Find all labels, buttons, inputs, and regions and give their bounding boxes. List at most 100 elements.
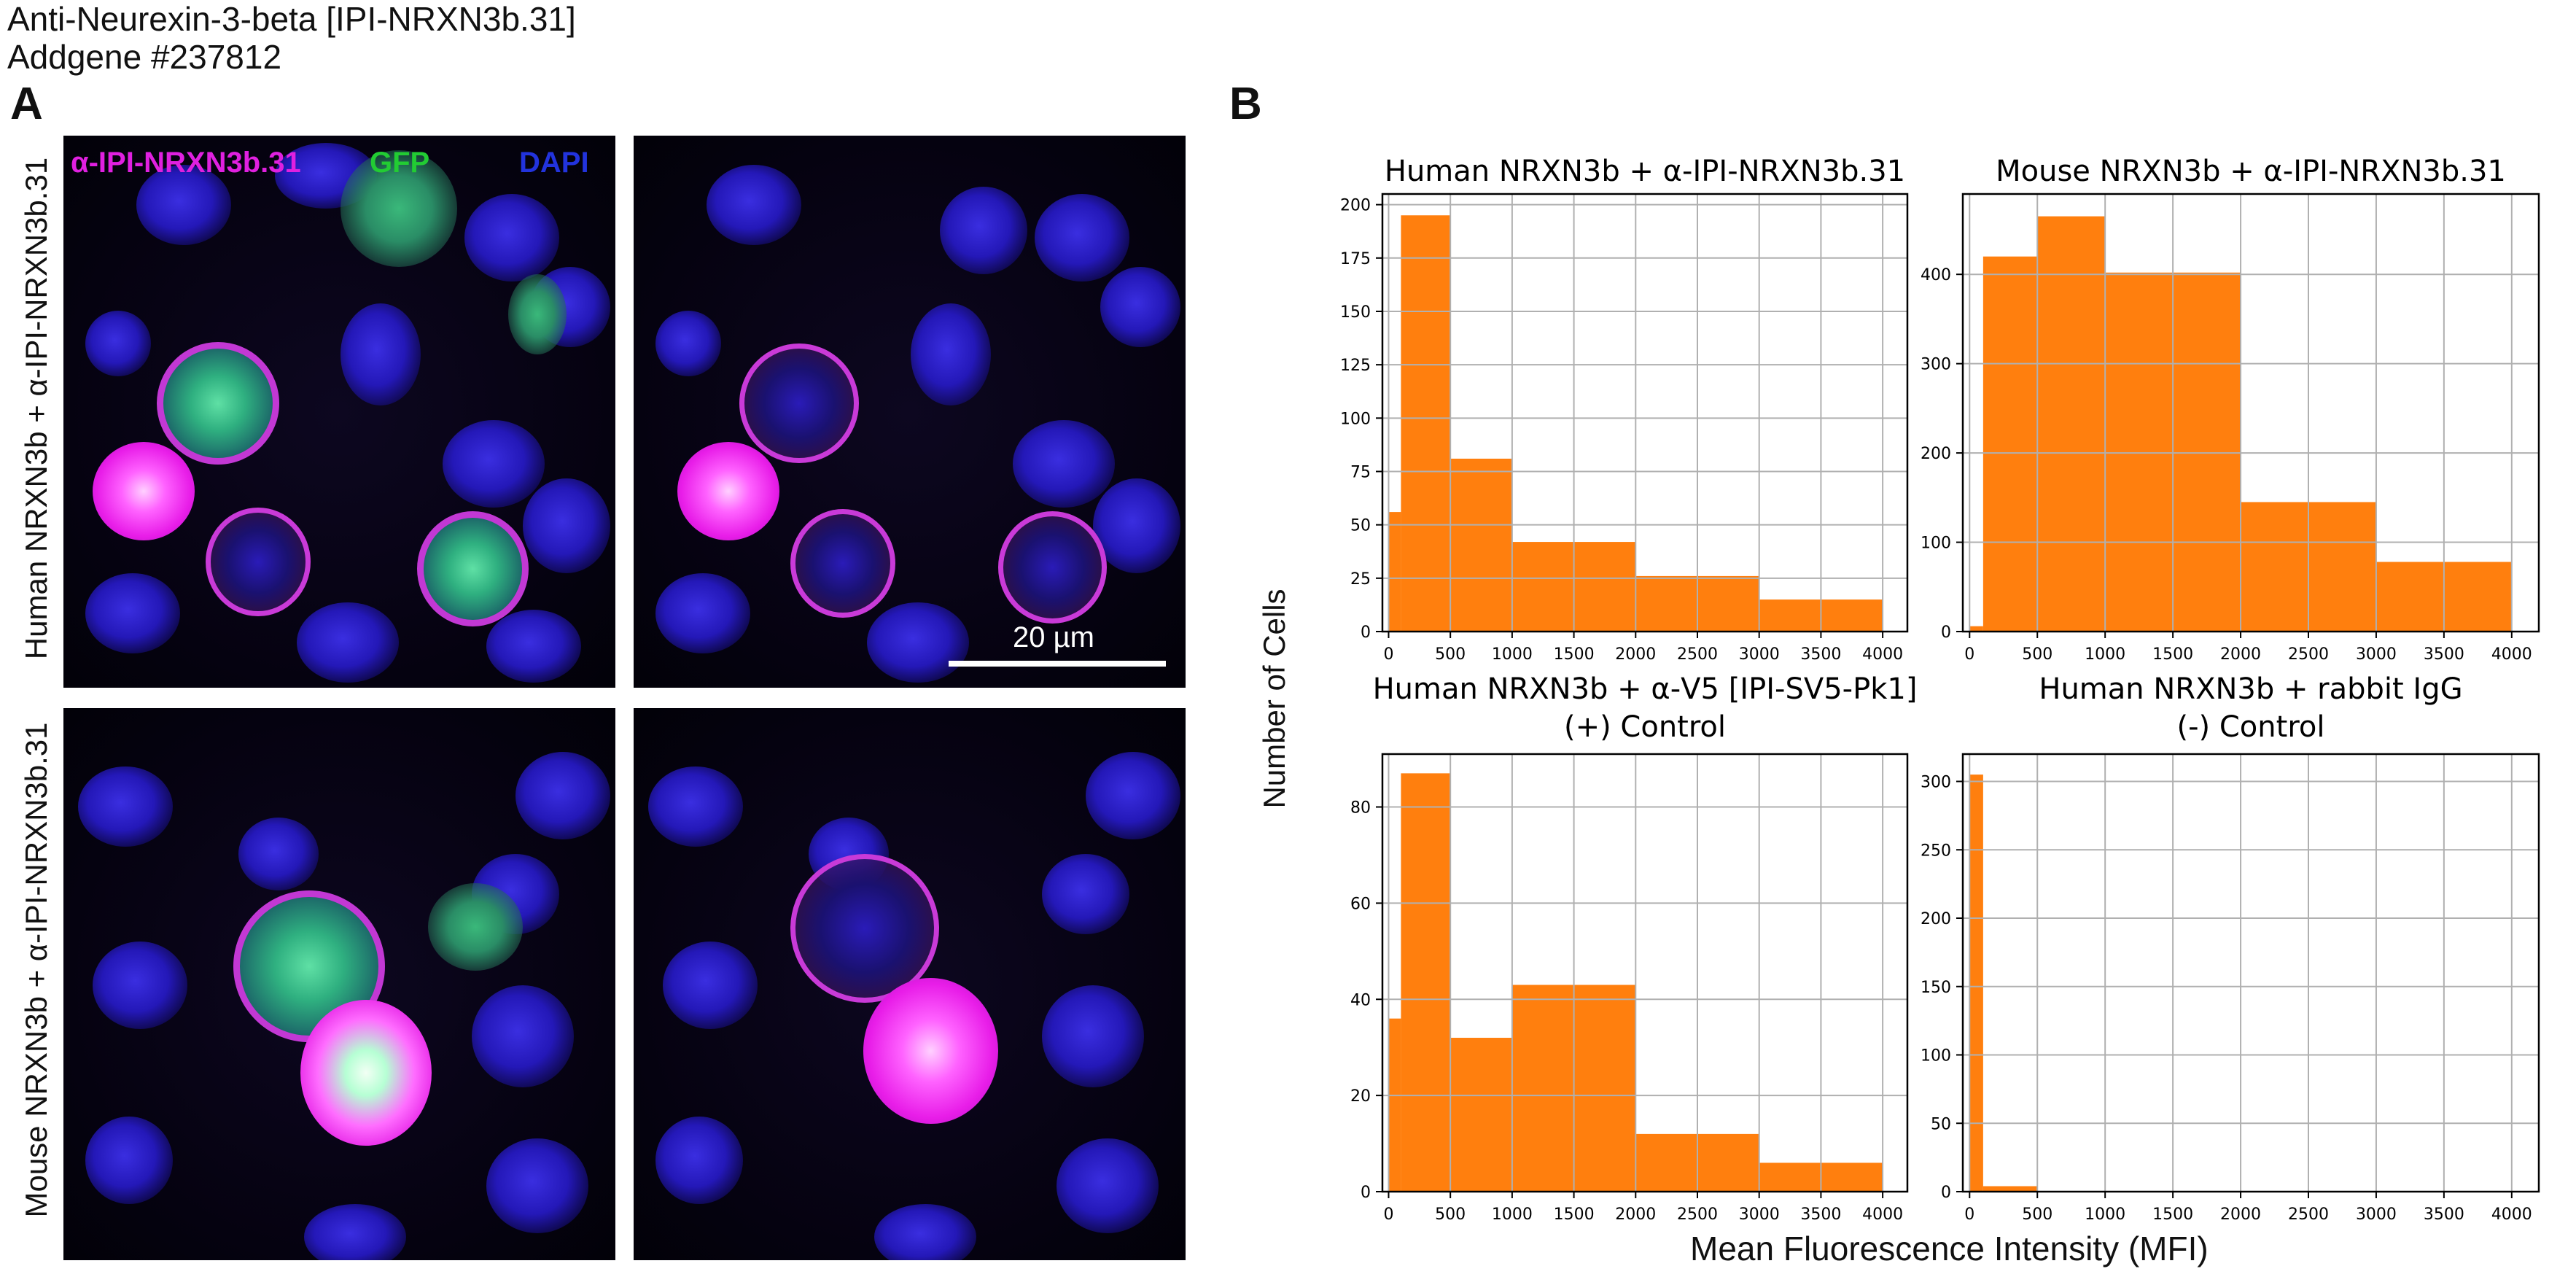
histogram-bar (1388, 1018, 1401, 1192)
x-tick-label: 1500 (2152, 1206, 2193, 1224)
histogram-bar (1450, 458, 1512, 632)
x-tick-label: 0 (1383, 1206, 1393, 1224)
x-tick-label: 0 (1964, 1206, 1974, 1224)
x-tick-label: 3500 (2424, 645, 2464, 664)
x-tick-label: 2500 (1677, 645, 1718, 664)
histogram-human-v5-positive-control: 0 500 1000 1500 2000 2500 3000 3500 4000 0 20 40 60 8… (1350, 672, 1917, 1224)
x-tick-label: 1000 (1492, 1206, 1533, 1224)
chart-title: Human NRXN3b + α-IPI-NRXN3b.31 (1385, 155, 1905, 188)
y-tick-label: 150 (1921, 979, 1951, 997)
plot-frame (1961, 753, 2540, 1193)
histogram-human-igg-negative-control: 0 500 1000 1500 2000 2500 3000 3500 4000 0 50 100 15… (1921, 672, 2540, 1224)
micrograph-mouse-merged (63, 708, 615, 1260)
y-tick-label: 0 (1361, 624, 1371, 642)
y-tick-label: 80 (1350, 799, 1371, 818)
y-tick-label: 20 (1350, 1087, 1371, 1106)
chart-subtitle: (+) Control (1564, 710, 1726, 744)
x-tick-label: 2000 (1615, 1206, 1656, 1224)
y-tick-label: 75 (1350, 463, 1371, 481)
x-tick-label: 3000 (2356, 1206, 2397, 1224)
micrograph-mouse-antibody (634, 708, 1186, 1260)
y-tick-label: 0 (1361, 1184, 1371, 1202)
channel-label-gfp: GFP (370, 147, 430, 179)
y-tick-label: 40 (1350, 991, 1371, 1009)
y-tick-label: 200 (1340, 197, 1371, 215)
x-tick-label: 1000 (2085, 1206, 2125, 1224)
x-tick-label: 2000 (2220, 645, 2261, 664)
x-tick-label: 0 (1383, 645, 1393, 664)
x-tick-label: 2000 (2220, 1206, 2261, 1224)
histogram-bar (1401, 215, 1451, 632)
histogram-bar (1969, 626, 1983, 632)
x-tick-label: 2500 (2288, 645, 2329, 664)
figure-subtitle: Addgene #237812 (7, 38, 282, 76)
y-tick-label: 50 (1931, 1115, 1951, 1133)
x-tick-label: 1000 (2085, 645, 2125, 664)
x-tick-label: 2500 (2288, 1206, 2329, 1224)
micrograph-human-merged: α-IPI-NRXN3b.31 GFP DAPI (63, 136, 615, 688)
x-tick-label: 500 (2022, 645, 2052, 664)
x-tick-label: 4000 (1862, 645, 1903, 664)
x-tick-label: 2500 (1677, 1206, 1718, 1224)
y-tick-label: 175 (1340, 250, 1371, 268)
x-tick-label: 1500 (2152, 645, 2193, 664)
x-tick-label: 500 (2022, 1206, 2052, 1224)
x-tick-label: 500 (1435, 645, 1466, 664)
y-tick-label: 400 (1921, 266, 1951, 284)
x-axis-label: Mean Fluorescence Intensity (MFI) (1690, 1230, 2209, 1267)
x-tick-label: 3500 (1800, 645, 1841, 664)
x-tick-label: 500 (1435, 1206, 1466, 1224)
histogram-human-ipi: 0 500 1000 1500 2000 2500 3000 3500 4000 0 25 50 75 1… (1340, 155, 1909, 664)
y-tick-label: 100 (1340, 410, 1371, 428)
chart-title: Human NRXN3b + α-V5 [IPI-SV5-Pk1] (1373, 672, 1918, 706)
histogram-mouse-ipi: 0 500 1000 1500 2000 2500 3000 3500 4000 0 100 200 3… (1921, 155, 2540, 664)
plot-frame (1961, 193, 2540, 633)
histogram-bar (1450, 1038, 1512, 1192)
histogram-bar (1982, 1186, 2038, 1192)
y-tick-label: 0 (1941, 1184, 1951, 1202)
x-tick-label: 1000 (1492, 645, 1533, 664)
figure-title: Anti-Neurexin-3-beta [IPI-NRXN3b.31] (7, 0, 576, 38)
y-tick-label: 200 (1921, 910, 1951, 928)
histogram-bar (1401, 773, 1451, 1192)
x-tick-label: 0 (1964, 645, 1974, 664)
y-tick-label: 300 (1921, 774, 1951, 792)
x-tick-label: 3500 (1800, 1206, 1841, 1224)
y-tick-label: 50 (1350, 517, 1371, 535)
y-tick-label: 100 (1921, 535, 1951, 553)
plot-frame (1381, 193, 1909, 633)
y-tick-label: 0 (1941, 624, 1951, 642)
y-tick-label: 150 (1340, 303, 1371, 322)
channel-label-antibody: α-IPI-NRXN3b.31 (71, 147, 301, 179)
x-tick-label: 1500 (1554, 1206, 1595, 1224)
x-tick-label: 3000 (1739, 1206, 1780, 1224)
y-tick-label: 100 (1921, 1047, 1951, 1065)
y-axis-label: Number of Cells (1257, 589, 1291, 809)
micrograph-human-antibody: 20 µm (634, 136, 1186, 688)
channel-label-dapi: DAPI (519, 147, 589, 179)
histogram-bar (1982, 256, 2038, 632)
chart-title: Human NRXN3b + rabbit IgG (2039, 672, 2462, 706)
chart-subtitle: (-) Control (2177, 710, 2325, 744)
x-tick-label: 3500 (2424, 1206, 2464, 1224)
plot-frame (1381, 753, 1909, 1193)
scale-bar-label: 20 µm (1013, 621, 1094, 653)
x-tick-label: 3000 (2356, 645, 2397, 664)
histogram-bar (1388, 512, 1401, 632)
histogram-bar (1969, 775, 1983, 1192)
x-tick-label: 3000 (1739, 645, 1780, 664)
y-tick-label: 200 (1921, 445, 1951, 463)
y-tick-label: 250 (1921, 842, 1951, 860)
x-tick-label: 4000 (2491, 645, 2532, 664)
y-tick-label: 25 (1350, 570, 1371, 589)
y-tick-label: 60 (1350, 895, 1371, 913)
x-tick-label: 1500 (1554, 645, 1595, 664)
panel-a-letter: A (10, 79, 43, 129)
x-tick-label: 2000 (1615, 645, 1656, 664)
histogram-bar (2037, 216, 2106, 632)
y-tick-label: 125 (1340, 357, 1371, 375)
x-tick-label: 4000 (2491, 1206, 2532, 1224)
x-tick-label: 4000 (1862, 1206, 1903, 1224)
y-tick-label: 300 (1921, 356, 1951, 374)
